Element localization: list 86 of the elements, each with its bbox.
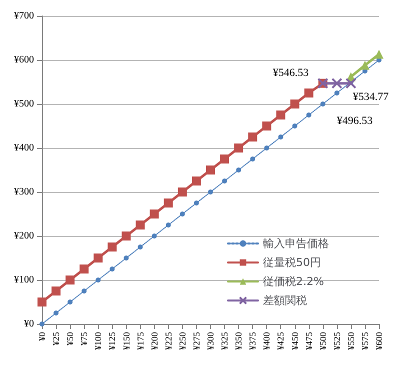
point (264, 146, 270, 150)
x-tick-label: ¥125 (107, 332, 118, 350)
point (208, 190, 213, 194)
point (164, 198, 173, 208)
point (306, 112, 312, 118)
point (345, 78, 356, 89)
x-tick-label: ¥200 (149, 332, 160, 350)
point (40, 322, 44, 326)
x-tick-label: ¥0 (37, 332, 47, 341)
point (276, 110, 286, 120)
x-tick-label: ¥325 (220, 332, 230, 350)
point (124, 256, 129, 260)
x-tick-label: ¥75 (79, 332, 90, 346)
point (374, 50, 384, 59)
x-tick-label: ¥350 (234, 332, 244, 350)
x-tick-label: ¥475 (304, 332, 314, 350)
point (136, 220, 145, 230)
y-tick-label: ¥500 (14, 98, 34, 110)
legend-label: 輸入申告価格 (263, 237, 329, 250)
x-tick-label: ¥250 (177, 332, 188, 350)
legend-label: 従量税50円 (263, 256, 321, 269)
x-tick-label: ¥500 (318, 332, 328, 350)
x-tick-label: ¥300 (206, 332, 216, 350)
point (194, 200, 199, 206)
point (122, 232, 131, 240)
point (234, 144, 244, 152)
x-tick-label: ¥525 (332, 332, 342, 350)
point (262, 122, 272, 130)
y-tick-label: ¥600 (14, 54, 34, 66)
point (320, 102, 326, 106)
annotation: ¥546.53 (272, 67, 310, 80)
point (52, 286, 61, 296)
point (206, 166, 215, 174)
legend-label: 差額関税 (263, 294, 307, 307)
x-tick-label: ¥400 (262, 332, 272, 350)
point (192, 176, 201, 186)
point (152, 234, 157, 238)
x-tick-label: ¥575 (360, 332, 370, 350)
point (290, 100, 300, 108)
point (178, 188, 187, 196)
x-tick-label: ¥600 (374, 332, 384, 350)
point (96, 278, 101, 282)
x-tick-label: ¥450 (290, 332, 300, 350)
point (82, 288, 87, 294)
x-tick-label: ¥25 (51, 332, 62, 346)
x-tick-label: ¥225 (163, 332, 174, 350)
point (108, 242, 117, 252)
point (138, 244, 143, 250)
y-tick-label: ¥300 (14, 186, 34, 198)
point (220, 154, 230, 164)
x-tick-label: ¥175 (135, 332, 146, 350)
x-tick-label: ¥550 (346, 332, 356, 350)
x-tick-label: ¥50 (65, 332, 76, 346)
y-tick-label: ¥400 (14, 142, 34, 154)
point (68, 300, 73, 304)
x-tick-label: ¥275 (191, 332, 202, 350)
y-tick-label: ¥700 (14, 10, 34, 22)
y-tick-label: ¥100 (14, 274, 34, 286)
point (236, 168, 242, 172)
point (250, 156, 256, 162)
annotation: ¥534.77 (352, 91, 390, 104)
point (360, 60, 370, 70)
point (80, 264, 89, 274)
point (248, 132, 258, 142)
point (278, 134, 284, 140)
point (94, 254, 103, 262)
x-tick-label: ¥150 (121, 332, 132, 350)
legend-label: 従価税2.2% (263, 275, 324, 288)
point (54, 310, 59, 316)
point (304, 88, 314, 98)
x-tick-label: ¥375 (248, 332, 258, 350)
y-tick-label: ¥0 (24, 318, 34, 330)
point (180, 212, 185, 216)
point (150, 210, 159, 218)
y-tick-label: ¥200 (14, 230, 34, 242)
point (334, 90, 340, 96)
point (331, 78, 342, 89)
point (66, 276, 75, 284)
point (222, 178, 228, 184)
x-tick-label: ¥100 (93, 332, 104, 350)
point (110, 266, 115, 272)
annotation: ¥496.53 (336, 115, 374, 128)
point (292, 124, 298, 128)
point (38, 298, 46, 306)
x-tick-label: ¥425 (276, 332, 286, 350)
point (166, 222, 171, 228)
